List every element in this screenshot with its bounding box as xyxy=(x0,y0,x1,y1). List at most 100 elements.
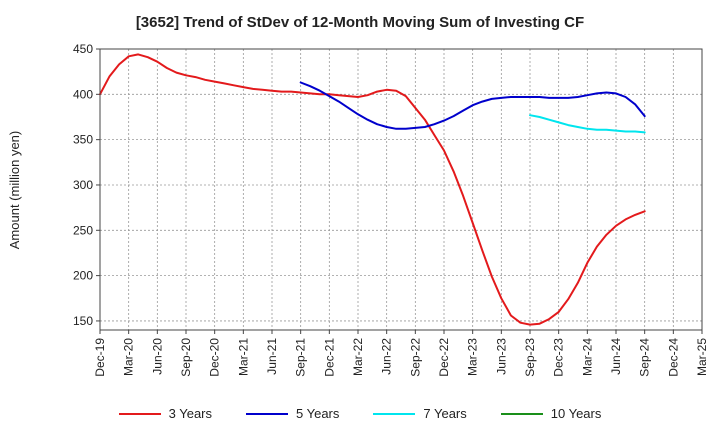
data-point-7-years xyxy=(539,116,541,118)
data-point-3-years xyxy=(386,89,388,91)
data-point-3-years xyxy=(328,93,330,95)
data-point-7-years xyxy=(605,129,608,131)
x-tick-label: Mar-21 xyxy=(236,338,250,376)
data-point-3-years xyxy=(185,74,187,76)
data-point-5-years xyxy=(367,119,369,121)
x-tick-label: Sep-23 xyxy=(523,338,537,377)
data-point-3-years xyxy=(634,214,636,216)
data-point-3-years xyxy=(261,89,263,91)
data-point-3-years xyxy=(567,298,569,300)
x-tick-label: Sep-20 xyxy=(179,338,193,377)
data-point-7-years xyxy=(558,121,560,123)
data-point-3-years xyxy=(586,262,588,264)
data-point-3-years xyxy=(414,107,416,109)
legend-label: 10 Years xyxy=(550,406,602,421)
data-point-3-years xyxy=(462,195,464,197)
data-point-7-years xyxy=(548,119,550,121)
data-point-5-years xyxy=(577,96,579,98)
y-axis-ticks: 150 200 250 300 350 400 450 xyxy=(73,42,100,328)
data-point-3-years xyxy=(500,297,502,299)
data-point-5-years xyxy=(586,94,588,96)
data-point-5-years xyxy=(386,126,388,128)
data-point-3-years xyxy=(491,275,493,278)
data-point-3-years xyxy=(481,249,483,251)
x-tick-label: Jun-20 xyxy=(150,338,164,375)
x-axis-ticks: Dec-19 Mar-20 Jun-20 Sep-20 Dec-20 Mar-21 Jun-… xyxy=(93,330,709,377)
data-point-3-years xyxy=(242,86,244,88)
legend-item-7-years: 7 Years xyxy=(373,406,467,421)
data-point-3-years xyxy=(539,323,541,325)
legend-swatch xyxy=(118,412,161,415)
data-point-3-years xyxy=(252,88,254,90)
data-point-3-years xyxy=(309,92,311,94)
data-point-5-years xyxy=(644,115,646,117)
data-point-3-years xyxy=(204,79,206,81)
data-point-3-years xyxy=(395,90,397,92)
data-point-5-years xyxy=(347,107,349,109)
data-point-7-years xyxy=(634,130,636,133)
plot-frame xyxy=(99,48,703,331)
data-point-3-years xyxy=(558,311,560,313)
y-tick-label: 350 xyxy=(73,133,93,147)
data-point-5-years xyxy=(319,90,321,92)
data-point-5-years xyxy=(405,128,407,130)
y-tick-label: 150 xyxy=(73,314,93,328)
data-point-3-years xyxy=(271,90,273,92)
data-point-7-years xyxy=(577,126,579,128)
data-point-3-years xyxy=(118,63,120,65)
x-tick-label: Dec-23 xyxy=(552,338,566,377)
y-tick-label: 250 xyxy=(73,223,93,237)
data-point-5-years xyxy=(567,97,569,99)
legend-item-5-years: 5 Years xyxy=(246,406,339,421)
x-tick-label: Dec-24 xyxy=(666,338,680,377)
data-point-3-years xyxy=(175,72,177,74)
data-point-3-years xyxy=(596,246,598,248)
legend-swatch xyxy=(500,412,543,415)
data-point-3-years xyxy=(625,218,627,220)
series-7-years xyxy=(529,114,646,134)
data-point-3-years xyxy=(376,91,378,93)
data-point-3-years xyxy=(223,82,225,84)
data-point-5-years xyxy=(376,123,378,125)
x-tick-label: Dec-19 xyxy=(93,338,107,377)
data-point-5-years xyxy=(548,97,550,99)
data-point-3-years xyxy=(357,96,359,98)
data-point-3-years xyxy=(472,222,474,224)
data-point-5-years xyxy=(414,127,416,129)
x-tick-label: Mar-20 xyxy=(122,338,136,376)
x-tick-label: Mar-25 xyxy=(695,338,709,376)
x-tick-label: Sep-22 xyxy=(408,338,422,377)
data-point-3-years xyxy=(367,94,369,96)
data-point-5-years xyxy=(510,96,512,98)
data-point-3-years xyxy=(319,93,321,95)
x-tick-label: Dec-22 xyxy=(437,338,451,377)
y-tick-label: 200 xyxy=(73,269,93,283)
data-point-3-years xyxy=(424,119,426,121)
data-point-3-years xyxy=(644,210,646,212)
data-point-5-years xyxy=(453,115,455,117)
data-point-3-years xyxy=(156,61,158,63)
data-point-3-years xyxy=(300,91,302,94)
data-point-3-years xyxy=(605,234,608,236)
data-point-7-years xyxy=(596,129,598,131)
data-point-3-years xyxy=(443,149,445,152)
data-point-5-years xyxy=(491,98,493,100)
data-point-3-years xyxy=(405,95,407,97)
data-point-5-years xyxy=(500,97,502,99)
series-lines xyxy=(99,53,646,326)
data-point-5-years xyxy=(395,128,397,130)
data-point-3-years xyxy=(281,91,283,93)
legend-item-10-years: 10 Years xyxy=(500,406,602,421)
data-point-3-years xyxy=(338,94,340,96)
legend-item-3-years: 3 Years xyxy=(118,406,212,421)
data-point-5-years xyxy=(462,110,464,112)
data-point-3-years xyxy=(529,324,531,326)
chart-title: [3652] Trend of StDev of 12-Month Moving… xyxy=(135,14,585,31)
legend-label: 5 Years xyxy=(296,406,340,421)
data-point-5-years xyxy=(328,95,330,97)
series-line-3-years xyxy=(99,53,646,326)
data-point-5-years xyxy=(634,103,636,105)
x-tick-label: Jun-23 xyxy=(494,338,508,375)
data-point-5-years xyxy=(519,96,522,98)
